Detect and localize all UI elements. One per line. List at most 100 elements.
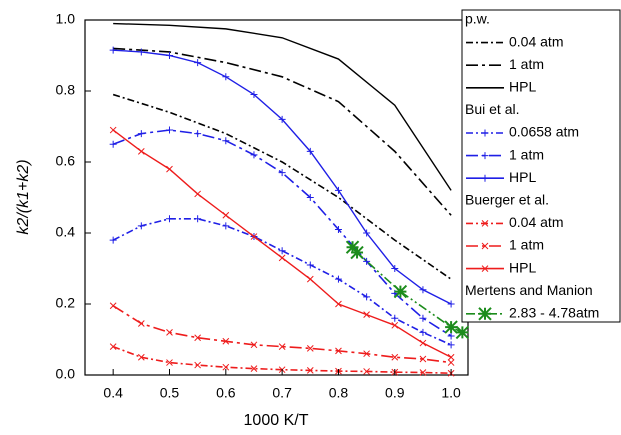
marker xyxy=(419,369,427,376)
legend-label: 0.0658 atm xyxy=(509,124,579,140)
marker xyxy=(278,115,286,123)
marker xyxy=(393,284,408,299)
legend-group-title: Bui et al. xyxy=(465,101,519,117)
marker xyxy=(278,343,286,350)
legend-marker xyxy=(481,152,489,160)
y-tick-label: 0.4 xyxy=(56,224,76,240)
marker xyxy=(109,236,117,244)
marker xyxy=(363,368,370,375)
marker xyxy=(222,363,230,371)
legend-marker xyxy=(481,220,489,227)
x-tick-label: 1.0 xyxy=(441,385,461,401)
marker xyxy=(250,151,258,159)
series-line xyxy=(112,129,452,337)
marker xyxy=(166,165,173,173)
legend-group-title: Buerger et al. xyxy=(465,192,549,208)
y-axis-label: k2/(k1+k2) xyxy=(15,159,32,234)
marker xyxy=(109,343,117,350)
legend-marker xyxy=(481,242,489,250)
legend-label: HPL xyxy=(509,259,536,275)
marker xyxy=(447,359,455,366)
marker xyxy=(306,194,314,201)
x-tick-label: 0.9 xyxy=(385,385,405,401)
marker xyxy=(306,345,314,352)
marker xyxy=(109,46,117,54)
marker xyxy=(419,355,427,363)
marker xyxy=(222,337,230,345)
marker xyxy=(278,247,286,255)
y-tick-label: 0.6 xyxy=(56,153,76,169)
y-tick-label: 1.0 xyxy=(56,11,76,27)
marker xyxy=(194,334,202,342)
x-tick-label: 0.4 xyxy=(103,385,123,401)
legend-marker xyxy=(478,307,492,321)
marker xyxy=(363,311,370,319)
legend-marker xyxy=(481,265,489,272)
x-tick-label: 0.7 xyxy=(272,385,292,401)
marker xyxy=(194,215,202,223)
marker xyxy=(165,52,173,59)
legend: p.w. 0.04 atm 1 atm HPL Bui et al. 0.0658 atm… xyxy=(461,9,621,323)
plot-area xyxy=(109,22,470,377)
marker xyxy=(306,261,314,269)
x-tick-label: 0.6 xyxy=(216,385,236,401)
legend-label: 2.83 - 4.78atm xyxy=(509,305,599,321)
marker xyxy=(166,329,173,336)
marker xyxy=(222,73,230,81)
legend-group-title: p.w. xyxy=(465,11,490,27)
marker xyxy=(350,245,364,260)
marker xyxy=(334,275,342,283)
series-line xyxy=(351,246,463,334)
marker xyxy=(137,222,145,230)
marker xyxy=(334,225,342,233)
marker xyxy=(222,137,230,145)
series-line xyxy=(113,22,452,191)
legend-box xyxy=(461,9,621,323)
series-line xyxy=(112,93,452,280)
series-line xyxy=(113,47,452,216)
marker xyxy=(109,126,117,134)
marker xyxy=(419,286,427,294)
marker xyxy=(419,339,427,347)
marker xyxy=(306,275,314,283)
marker xyxy=(335,347,342,355)
marker xyxy=(447,332,455,340)
marker xyxy=(335,300,342,308)
legend-label: 0.04 atm xyxy=(509,214,563,230)
marker xyxy=(363,293,371,301)
marker xyxy=(363,229,371,237)
marker xyxy=(391,314,399,322)
marker xyxy=(109,140,117,148)
legend-label: HPL xyxy=(509,79,536,95)
legend-label: 1 atm xyxy=(509,237,544,253)
legend-group-title: Mertens and Manion xyxy=(465,282,593,298)
legend-marker xyxy=(481,174,489,182)
marker xyxy=(391,321,399,329)
legend-label: HPL xyxy=(509,169,536,185)
x-tick-label: 0.5 xyxy=(160,385,180,401)
marker xyxy=(447,300,455,308)
y-tick-label: 0.2 xyxy=(56,295,76,311)
marker xyxy=(250,365,258,372)
x-axis-label: 1000 K/T xyxy=(244,412,309,429)
marker xyxy=(137,48,145,56)
legend-label: 0.04 atm xyxy=(509,33,563,49)
marker xyxy=(363,350,370,358)
legend-label: 1 atm xyxy=(509,146,544,162)
series-line xyxy=(113,49,452,305)
x-tick-label: 0.8 xyxy=(329,385,349,401)
marker xyxy=(194,130,202,138)
legend-marker xyxy=(481,129,489,137)
marker xyxy=(194,59,202,67)
marker xyxy=(194,361,202,369)
marker xyxy=(455,325,470,340)
marker xyxy=(334,186,342,194)
marker xyxy=(444,320,458,334)
y-tick-label: 0.8 xyxy=(56,82,76,98)
marker xyxy=(222,211,230,219)
series-line xyxy=(112,218,452,346)
legend-label: 1 atm xyxy=(509,56,544,72)
marker xyxy=(194,190,202,198)
marker xyxy=(447,353,455,361)
